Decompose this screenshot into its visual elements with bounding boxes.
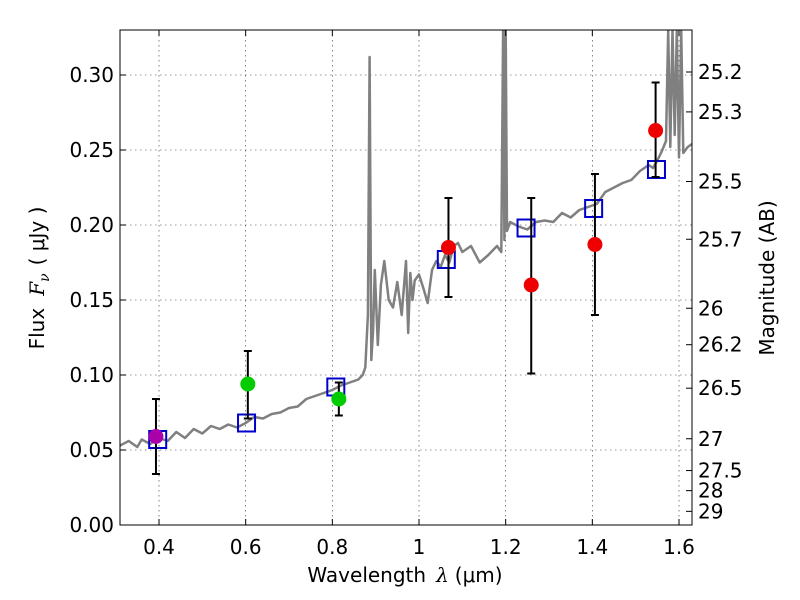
magnitude-tick-label: 25.7 <box>698 227 743 251</box>
axis-ticks: 0.4 0.6 0.8 1 1.2 1.4 1.6 0.00 0.05 0.10 0.15 0.20 0… <box>69 30 743 559</box>
data-point-red <box>648 123 664 138</box>
magnitude-tick-label: 29 <box>698 499 723 523</box>
data-point-violet <box>148 429 164 444</box>
plot-layer <box>120 30 692 475</box>
magnitude-tick-label: 25.3 <box>698 100 743 124</box>
y-tick-label: 0.05 <box>69 438 114 462</box>
y-tick-label: 0.25 <box>69 138 114 162</box>
x-tick-label: 0.6 <box>230 535 262 559</box>
data-point-green <box>240 376 256 392</box>
data-point-green <box>331 391 347 407</box>
x-tick-label: 1 <box>413 535 426 559</box>
magnitude-tick-label: 27 <box>698 427 723 451</box>
plot-frame <box>119 29 693 526</box>
y-tick-label: 0.30 <box>69 63 114 87</box>
data-point-red <box>587 237 603 252</box>
y-tick-label: 0.00 <box>69 513 114 537</box>
spectrum-line <box>120 30 692 449</box>
magnitude-tick-label: 26 <box>698 296 723 320</box>
x-tick-label: 1.2 <box>490 535 522 559</box>
y-tick-label: 0.15 <box>69 288 114 312</box>
y-tick-label: 0.10 <box>69 363 114 387</box>
y2-axis-label: Magnitude (AB) <box>755 200 779 355</box>
magnitude-tick-label: 27.5 <box>698 459 743 483</box>
model-box-marker <box>516 218 536 238</box>
magnitude-tick-label: 25.2 <box>698 60 743 84</box>
x-axis-label: Wavelength λ (μm) <box>307 563 502 587</box>
x-tick-label: 0.8 <box>316 535 348 559</box>
model-box-marker <box>584 199 604 218</box>
magnitude-tick-label: 26.2 <box>698 333 743 357</box>
x-tick-label: 0.4 <box>143 535 175 559</box>
data-point-red <box>523 277 539 293</box>
y-tick-label: 0.20 <box>69 213 114 237</box>
magnitude-tick-label: 25.5 <box>698 170 743 194</box>
magnitude-tick-label: 28 <box>698 479 723 503</box>
data-point-red <box>440 240 456 255</box>
magnitude-tick-label: 26.5 <box>698 376 743 400</box>
x-tick-label: 1.6 <box>663 535 695 559</box>
model-box-marker <box>237 413 257 433</box>
y-axis-label: FluxFν( μJy ) <box>25 207 53 350</box>
x-tick-label: 1.4 <box>576 535 608 559</box>
